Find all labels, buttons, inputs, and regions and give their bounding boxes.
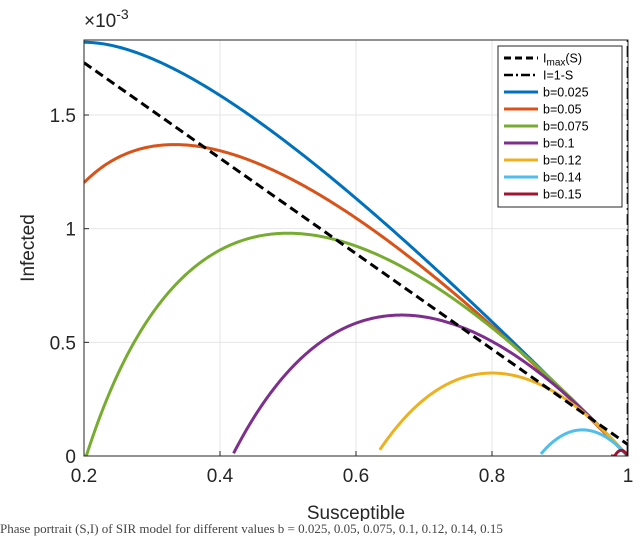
x-tick-label: 1 bbox=[623, 466, 634, 487]
phase-portrait-chart: 0.2 0.4 0.6 0.8 1 0 0.5 1 1.5 Susceptible Infect… bbox=[18, 6, 634, 521]
legend-label: b=0.1 bbox=[543, 137, 575, 151]
x-tick-label: 0.4 bbox=[207, 466, 234, 487]
y-axis-label: Infected bbox=[18, 214, 39, 282]
series-line-b=0.1 bbox=[232, 313, 628, 456]
axis-ticks: 0.2 0.4 0.6 0.8 1 0 0.5 1 1.5 bbox=[50, 106, 634, 487]
legend-label: Imax(S) bbox=[543, 52, 582, 69]
series-line-b=0.075 bbox=[84, 231, 628, 456]
series-line-b=0.15 bbox=[609, 448, 628, 456]
series-line-b=0.12 bbox=[378, 371, 628, 456]
x-tick-label: 0.6 bbox=[343, 466, 369, 487]
x-tick-label: 0.2 bbox=[71, 466, 97, 487]
y-tick-label: 1.5 bbox=[50, 106, 76, 127]
legend-label: b=0.12 bbox=[543, 154, 582, 168]
x-axis-label: Susceptible bbox=[307, 503, 405, 521]
y-tick-label: 1 bbox=[65, 220, 76, 241]
series-curves bbox=[84, 40, 628, 456]
legend: Imax(S)I=1-S b=0.025 b=0.05 b=0.075 b=0.1 b=0… bbox=[497, 45, 623, 208]
legend-label: b=0.075 bbox=[543, 120, 589, 134]
legend-label: I=1-S bbox=[543, 69, 573, 83]
series-line-b=0.14 bbox=[539, 428, 628, 456]
reference-line-dashed bbox=[84, 61, 628, 446]
legend-label: b=0.025 bbox=[543, 86, 589, 100]
x-tick-label: 0.8 bbox=[479, 466, 505, 487]
legend-label: b=0.05 bbox=[543, 103, 582, 117]
y-tick-label: 0 bbox=[65, 447, 76, 468]
figure-caption: Phase portrait (S,I) of SIR model for di… bbox=[0, 521, 503, 536]
y-tick-label: 0.5 bbox=[50, 333, 76, 354]
legend-label: b=0.14 bbox=[543, 171, 582, 185]
y-exponent-label: ×10-3 bbox=[84, 6, 129, 32]
legend-label: b=0.15 bbox=[543, 188, 582, 202]
